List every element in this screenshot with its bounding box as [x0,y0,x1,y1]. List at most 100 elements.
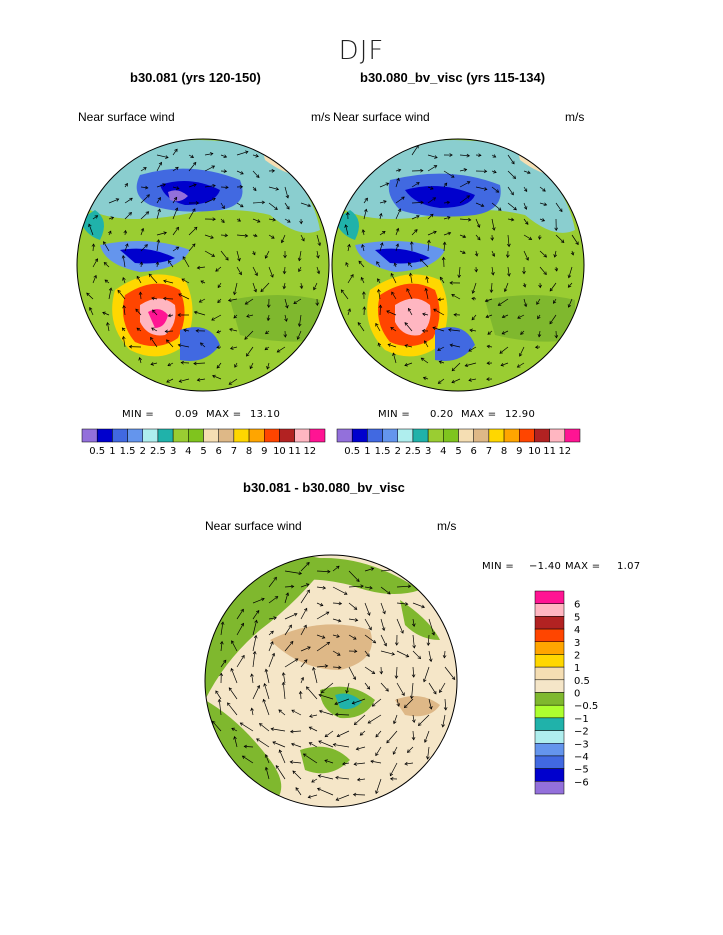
panel-1-colorbar-box [127,428,143,443]
panel-1-wind-arrow [140,244,148,252]
panel-1-wind-arrow [124,183,128,188]
panel-1-wind-arrow [234,362,238,368]
panel-2-wind-arrowhead [447,231,452,236]
panel-1-wind-arrowhead [150,362,154,366]
panel-3-wind-arrow [231,668,238,684]
panel-2-wind-arrowhead [560,239,565,243]
panel-3-wind-arrowhead [271,652,276,657]
panel-2-wind-arrow [501,330,509,335]
panel-2-wind-arrowhead [554,227,559,232]
panel-2-wind-arrow [504,282,509,292]
panel-1-wind-arrowhead [139,261,144,266]
panel-1-wind-arrowhead [217,299,221,304]
panel-1-wind-arrowhead [182,256,186,260]
panel-3-wind-arrowhead [336,565,340,570]
panel-2-wind-arrowhead [523,206,528,210]
panel-1-wind-arrowhead [146,194,150,198]
panel-3-wind-arrowhead [273,576,277,581]
panel-2-wind-arrow [439,361,445,364]
panel-1-wind-arrow [246,346,254,357]
panel-2-wind-arrow [427,154,438,158]
panel-2-colorbar-box [473,428,490,443]
panel-1-wind-arrowhead [175,186,180,190]
panel-1-wind-arrowhead [276,349,281,353]
panel-1-wind-arrowhead [151,296,155,301]
panel-3-wind-arrow [335,777,350,780]
panel-3-wind-arrowhead [338,601,343,606]
panel-3-colorbar-label: 2 [574,650,580,661]
panel-3-wind-arrowhead [379,671,384,675]
panel-1-wind-arrowhead [175,226,179,231]
panel-2-wind-arrow [358,260,365,268]
panel-3-wind-arrowhead [289,760,294,764]
panel-2-wind-arrowhead [477,236,481,241]
panel-2-wind-arrow [406,288,413,300]
panel-3-wind-arrow [212,721,222,732]
panel-1-wind-arrowhead [150,336,154,341]
panel-2-wind-arrow [539,202,547,206]
panel-1-colorbar-label: 6 [216,446,222,457]
panel-2-wind-arrowhead [441,256,446,261]
panel-1-wind-arrow [124,197,133,204]
panel-3-wind-arrowhead [345,689,349,694]
panel-2-wind-arrow [433,308,445,316]
panel-2-colorbar-label: 1.5 [375,446,391,457]
panel-1-wind-arrowhead [163,279,167,284]
panel-2-wind-arrowhead [345,262,349,266]
panel-3-wind-arrowhead [240,608,244,613]
panel-3-colorbar-box [534,641,565,655]
panel-1-wind-arrow [151,327,158,332]
panel-3-wind-arrow [268,630,274,636]
panel-3-wind-arrow [412,650,421,659]
panel-1-wind-arrowhead [239,185,244,189]
panel-2-wind-arrow [523,250,529,261]
panel-2-colorbar-box [336,428,353,443]
panel-1-wind-arrow [230,346,238,350]
panel-3-wind-arrow [275,765,286,780]
panel-2-wind-arrowhead [416,215,420,219]
panel-2-wind-arrowhead [407,262,412,266]
panel-1-wind-arrowhead [317,242,322,247]
panel-1-wind-arrow [166,339,174,348]
panel-3-wind-arrow [395,666,398,679]
panel-3-wind-arrowhead [353,606,358,610]
panel-2-wind-arrowhead [474,253,479,257]
panel-2-wind-arrow [438,298,445,301]
panel-1-wind-arrow [236,234,248,237]
panel-2-wind-arrowhead [471,316,476,321]
panel-3-wind-arrow [236,623,244,636]
panel-2-wind-arrowhead [534,345,539,349]
panel-1-wind-arrow [172,246,179,252]
panel-3-wind-arrowhead [270,630,274,635]
panel-3-wind-arrow [284,641,294,652]
panel-1-wind-arrow [316,266,320,274]
panel-2-wind-arrowhead [554,335,559,339]
panel-1-wind-arrow [188,208,196,220]
panel-1-wind-arrowhead [177,343,182,348]
panel-1-wind-arrowhead [164,329,169,334]
panel-1-wind-arrow [233,314,238,319]
panel-2-wind-arrow [443,182,448,188]
panel-3-wind-arrowhead [317,774,322,778]
panel-2-wind-arrowhead [462,234,467,239]
panel-2-wind-arrow [539,218,545,222]
panel-1-wind-arrow [152,309,158,316]
panel-1-wind-arrow [200,280,206,284]
panel-1-wind-arrow [264,346,270,350]
panel-1-colorbar-label: 1.5 [120,446,136,457]
panel-3-wind-arrow [300,691,302,700]
panel-2-wind-arrowhead [466,195,471,199]
panel-1-wind-arrow [265,330,270,335]
panel-3-wind-arrowhead [303,659,308,663]
panel-3-wind-arrow [228,687,238,700]
panel-3-wind-arrow [352,698,366,704]
panel-1-wind-arrow [139,357,142,364]
panel-2-wind-arrowhead [476,224,481,228]
panel-1-wind-arrowhead [177,313,181,317]
panel-1-wind-arrowhead [225,257,229,261]
panel-2-wind-arrowhead [421,329,426,333]
panel-3-wind-arrowhead [291,742,295,747]
panel-3-colorbar-label: 1 [574,663,580,674]
panel-1-wind-arrowhead [223,154,228,158]
panel-2-wind-arrowhead [520,331,524,335]
